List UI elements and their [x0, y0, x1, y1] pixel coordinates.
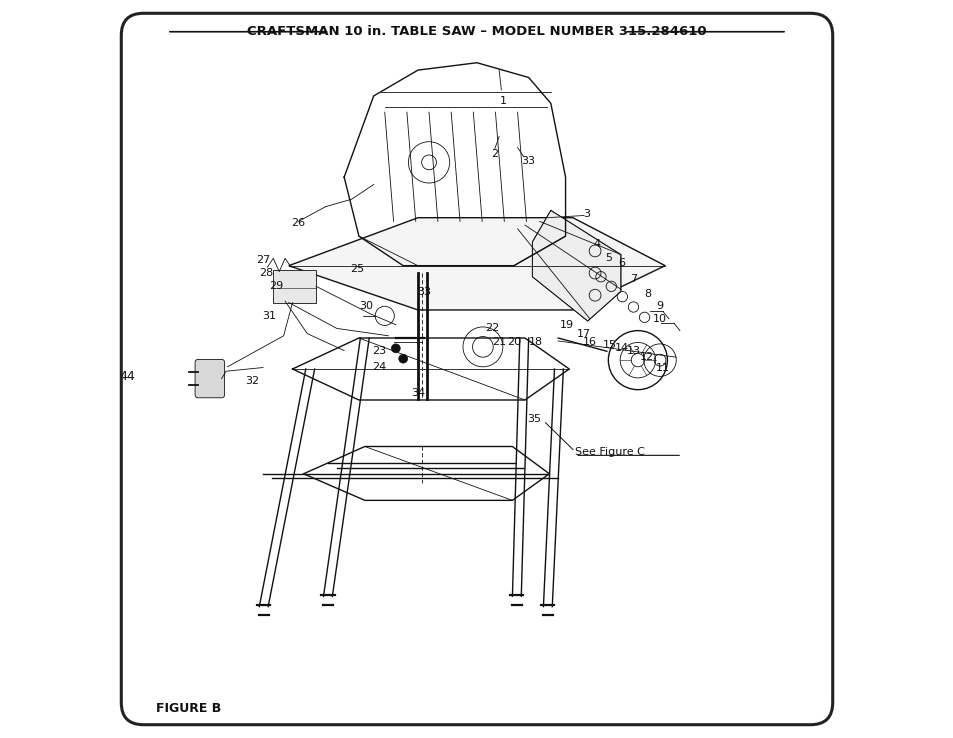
Text: 5: 5 — [604, 253, 611, 263]
Text: 6: 6 — [618, 258, 624, 269]
Text: 15: 15 — [602, 340, 617, 351]
Text: 34: 34 — [411, 387, 425, 398]
Text: 29: 29 — [269, 281, 283, 292]
Text: 28: 28 — [259, 268, 274, 278]
Polygon shape — [289, 218, 664, 310]
Text: See Figure C: See Figure C — [575, 446, 644, 457]
Text: 21: 21 — [492, 337, 506, 347]
Polygon shape — [532, 210, 620, 321]
Text: 7: 7 — [629, 274, 637, 284]
Text: 31: 31 — [262, 311, 275, 321]
Text: 24: 24 — [372, 362, 386, 372]
FancyBboxPatch shape — [273, 270, 315, 303]
Text: 10: 10 — [653, 314, 666, 324]
Text: 1: 1 — [499, 96, 507, 106]
Text: 27: 27 — [255, 255, 270, 265]
Text: 19: 19 — [559, 320, 574, 330]
Circle shape — [398, 354, 407, 363]
Text: 2: 2 — [491, 148, 497, 159]
Text: 30: 30 — [359, 300, 373, 311]
Text: 18: 18 — [528, 337, 542, 347]
Text: 25: 25 — [350, 263, 364, 274]
Text: 44: 44 — [119, 370, 135, 383]
Text: 14: 14 — [615, 343, 629, 354]
Text: 8: 8 — [644, 289, 651, 299]
Text: 9: 9 — [656, 300, 663, 311]
Text: 32: 32 — [245, 376, 258, 386]
Text: 3: 3 — [582, 209, 589, 219]
Text: 33: 33 — [416, 286, 431, 297]
Text: 12: 12 — [639, 352, 653, 362]
Text: 22: 22 — [484, 323, 498, 334]
FancyBboxPatch shape — [194, 359, 224, 398]
Circle shape — [391, 344, 400, 353]
Text: 4: 4 — [593, 238, 599, 249]
Text: 16: 16 — [582, 337, 597, 347]
Text: 11: 11 — [656, 362, 669, 373]
Text: 20: 20 — [506, 337, 520, 347]
Text: 23: 23 — [372, 345, 386, 356]
Text: 35: 35 — [527, 414, 541, 424]
Text: 17: 17 — [577, 328, 591, 339]
Text: 26: 26 — [291, 218, 305, 228]
Text: CRAFTSMAN 10 in. TABLE SAW – MODEL NUMBER 315.284610: CRAFTSMAN 10 in. TABLE SAW – MODEL NUMBE… — [247, 25, 706, 38]
Text: FIGURE B: FIGURE B — [155, 702, 221, 715]
Text: 13: 13 — [626, 346, 639, 356]
Text: 33: 33 — [521, 156, 535, 166]
